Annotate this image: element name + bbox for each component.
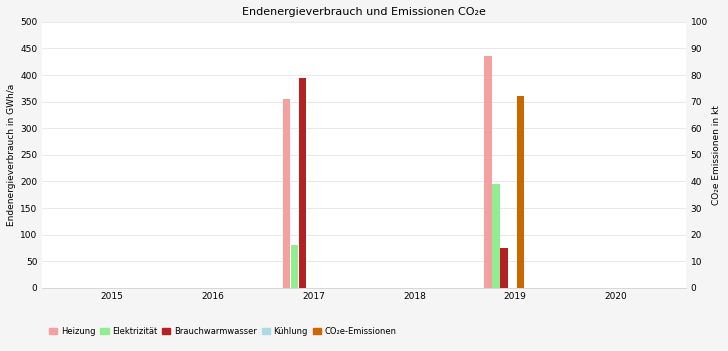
- Y-axis label: Endenergieverbrauch in GWh/a: Endenergieverbrauch in GWh/a: [7, 84, 16, 226]
- Bar: [517, 97, 524, 288]
- Bar: [299, 78, 306, 288]
- Bar: [500, 248, 507, 288]
- Bar: [492, 184, 499, 288]
- Bar: [484, 57, 491, 288]
- Legend: Heizung, Elektrizität, Brauchwarmwasser, Kühlung, CO₂e-Emissionen: Heizung, Elektrizität, Brauchwarmwasser,…: [46, 324, 400, 339]
- Title: Endenergieverbrauch und Emissionen CO₂e: Endenergieverbrauch und Emissionen CO₂e: [242, 7, 486, 17]
- Bar: [291, 245, 298, 288]
- Bar: [282, 99, 290, 288]
- Y-axis label: CO₂e Emissionen in kt: CO₂e Emissionen in kt: [712, 105, 721, 205]
